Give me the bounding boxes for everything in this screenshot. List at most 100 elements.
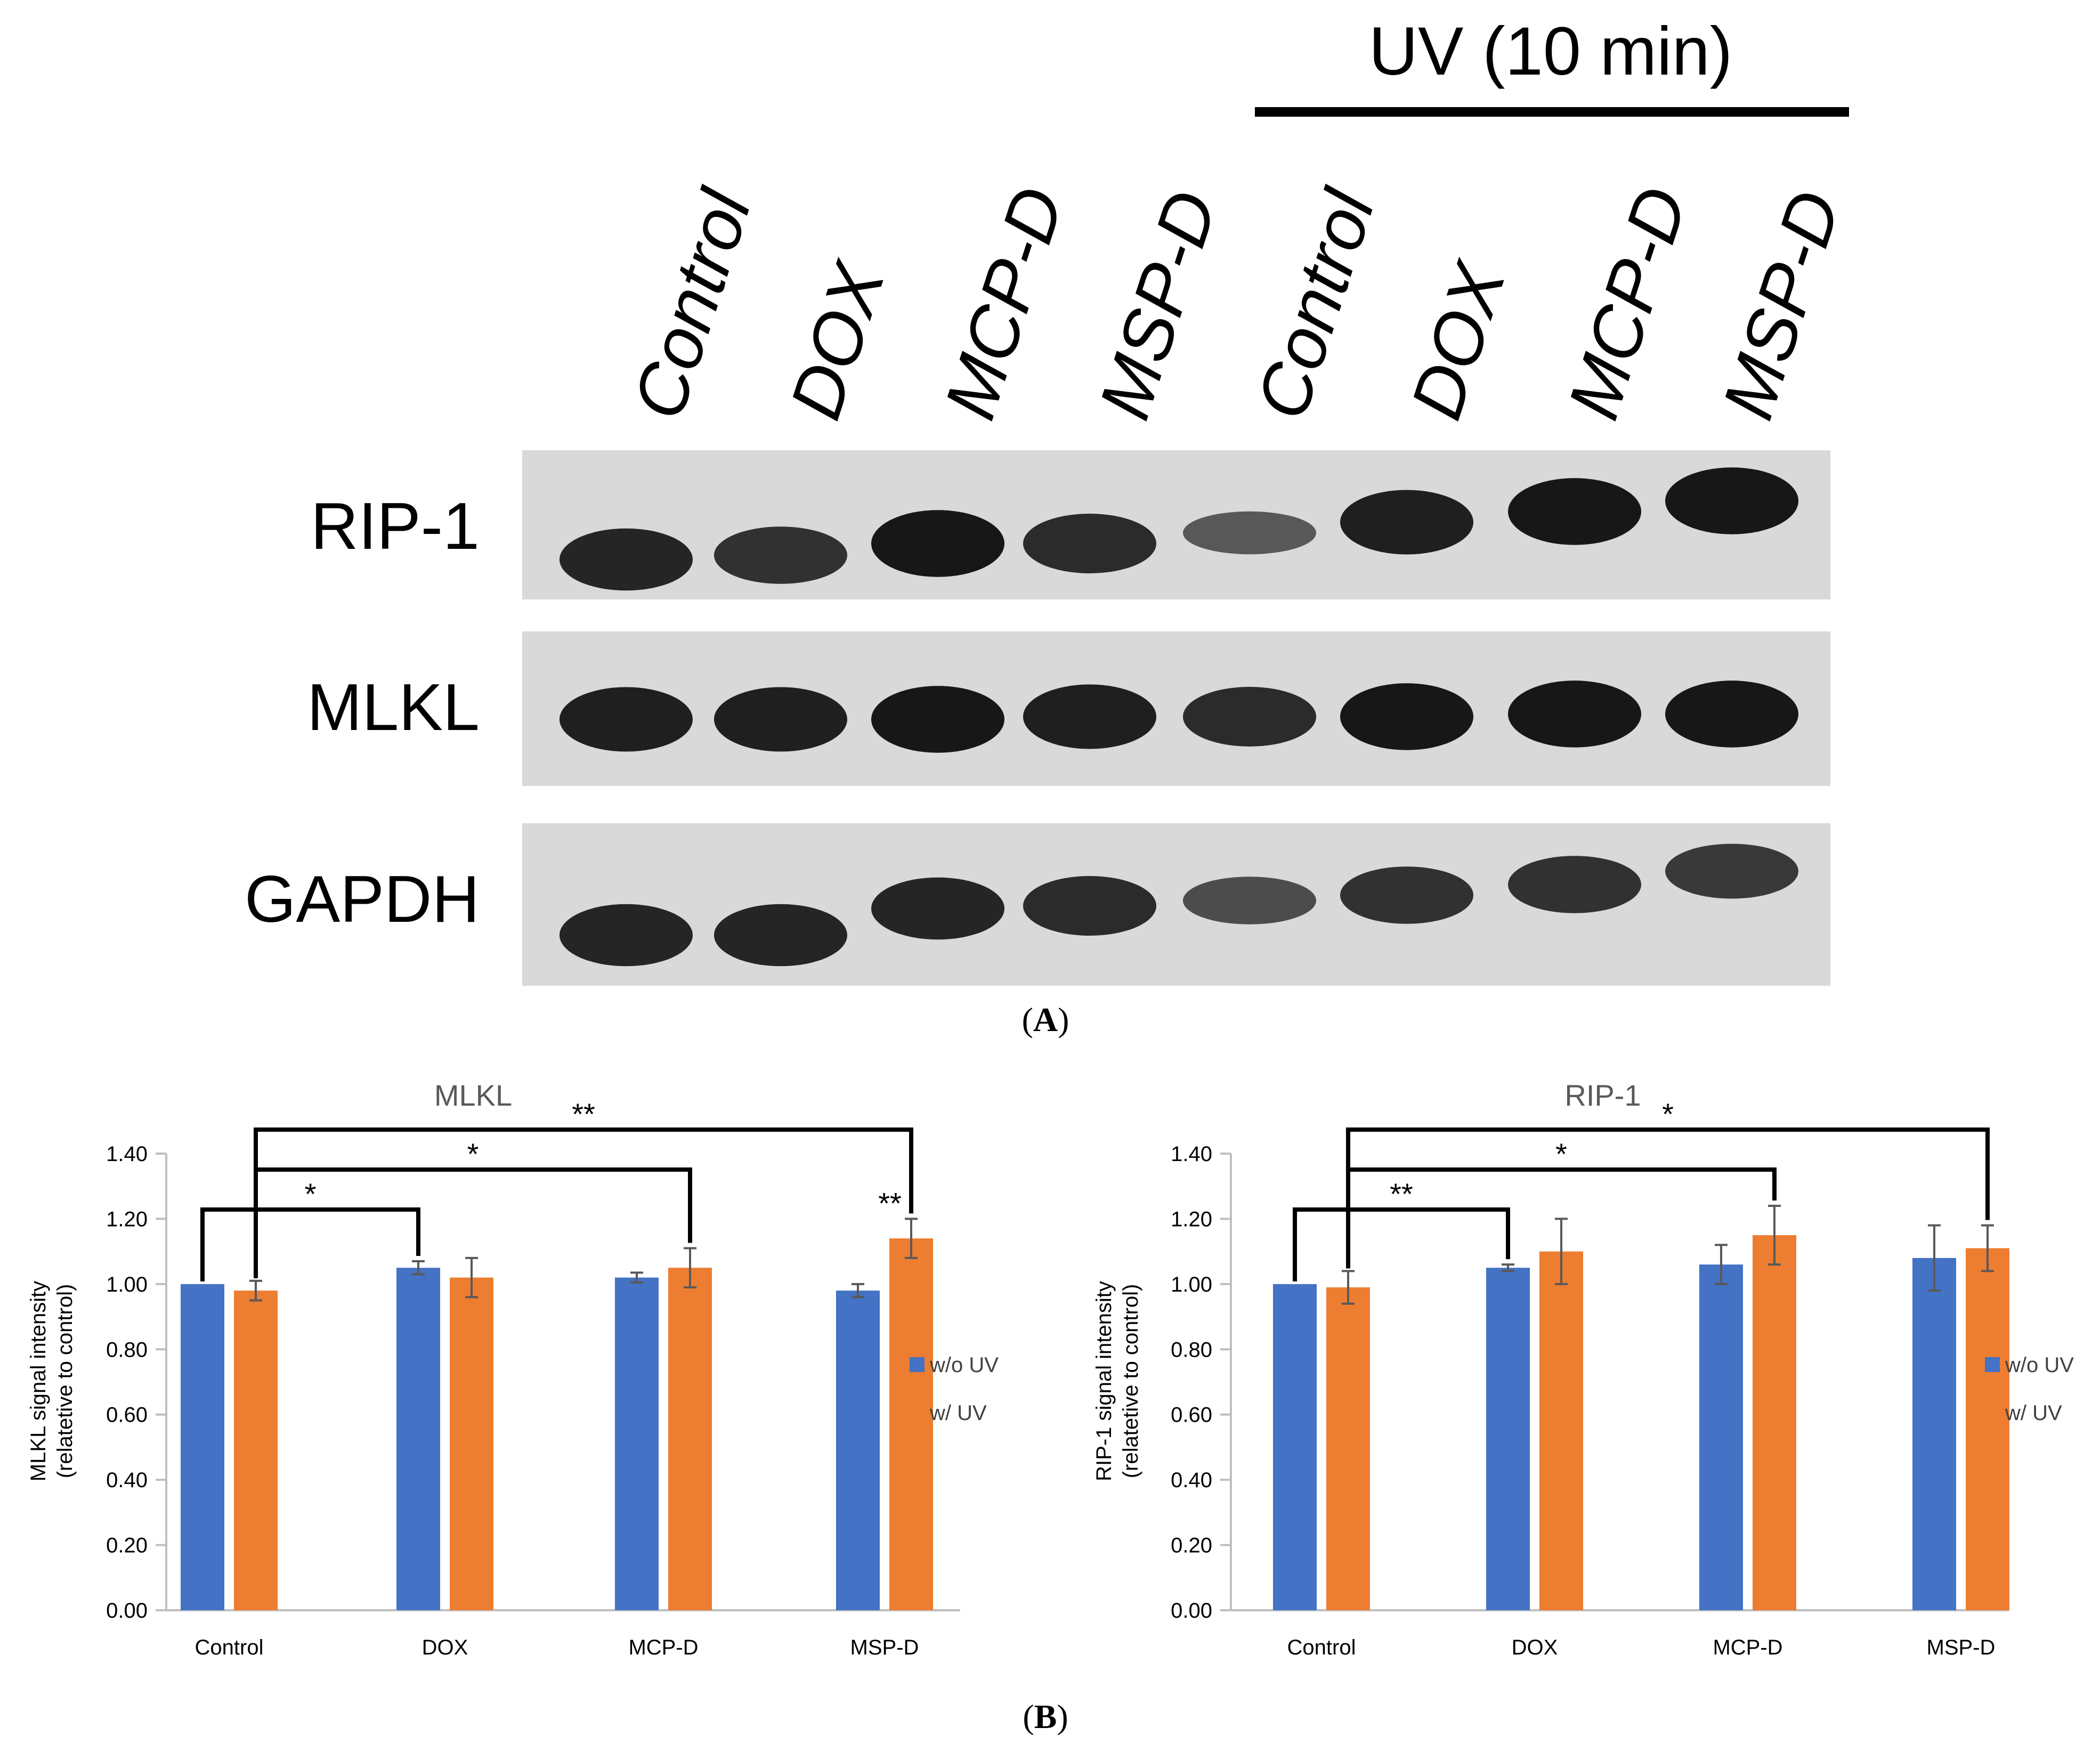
y-tick-label: 0.60 <box>106 1404 148 1427</box>
significance-label: * <box>305 1177 317 1211</box>
blot-band <box>1340 683 1473 750</box>
bar <box>396 1268 440 1610</box>
bar <box>1486 1268 1530 1610</box>
chart-title: RIP-1 <box>1564 1078 1641 1112</box>
blot-band <box>1023 514 1156 573</box>
y-tick-label: 1.00 <box>1171 1273 1212 1296</box>
blot-strip-mlkl: MLKL <box>307 631 1830 786</box>
y-tick-label: 0.60 <box>1171 1404 1212 1427</box>
bar <box>1753 1235 1796 1610</box>
bar <box>1699 1264 1743 1610</box>
bar <box>1912 1258 1956 1610</box>
significance-bracket <box>1293 1207 1510 1281</box>
y-tick-label: 1.00 <box>106 1273 148 1296</box>
y-tick-label: 0.80 <box>106 1338 148 1361</box>
panel-label-a: (A) <box>1022 1001 1069 1039</box>
y-tick-label: 1.40 <box>106 1142 148 1166</box>
chart-rip-1: RIP-1 RIP-1 signal intensity (relatetive t… <box>1092 1078 2074 1659</box>
blot-label: GAPDH <box>245 863 480 936</box>
blot-band <box>1023 876 1156 936</box>
bar <box>450 1277 493 1610</box>
blot-band <box>871 877 1004 940</box>
significance-bracket <box>200 1207 420 1281</box>
blot-band <box>871 686 1004 753</box>
uv-treatment-label: UV (10 min) <box>1369 13 1733 90</box>
legend-label: w/o UV <box>2005 1353 2074 1377</box>
blot-band <box>714 526 847 584</box>
blot-band <box>1508 856 1641 913</box>
y-tick-label: 0.00 <box>1171 1599 1212 1623</box>
x-tick-label: MCP-D <box>628 1636 698 1659</box>
blot-band <box>560 687 693 752</box>
significance-marker: ** <box>878 1186 902 1220</box>
blot-band <box>1023 684 1156 749</box>
chart-mlkl: MLKL MLKL signal intensity (relatetive to … <box>27 1078 999 1659</box>
bar <box>615 1277 659 1610</box>
blot-strip-gapdh: GAPDH <box>245 823 1830 986</box>
legend-swatch <box>1985 1405 2000 1420</box>
blot-band <box>560 528 693 591</box>
bar <box>668 1268 712 1610</box>
significance-label: ** <box>572 1097 595 1131</box>
lane-label: MSP-D <box>1083 181 1233 428</box>
significance-label: * <box>1662 1097 1674 1131</box>
blot-band <box>560 904 693 967</box>
y-tick-label: 0.20 <box>1171 1534 1212 1558</box>
blot-band <box>714 687 847 752</box>
y-axis-label-line: RIP-1 signal intensity <box>1092 1281 1116 1481</box>
blot-label: RIP-1 <box>311 490 480 563</box>
chart-title: MLKL <box>434 1078 512 1112</box>
lane-label: MCP-D <box>1552 177 1702 428</box>
y-tick-label: 0.40 <box>1171 1469 1212 1492</box>
y-tick-label: 0.00 <box>106 1599 148 1623</box>
x-tick-label: MSP-D <box>850 1636 919 1659</box>
bar <box>889 1238 933 1610</box>
blot-band <box>1665 680 1798 748</box>
y-tick-label: 0.40 <box>106 1469 148 1492</box>
legend-label: w/ UV <box>929 1401 987 1425</box>
blot-band <box>1183 877 1316 924</box>
significance-label: * <box>467 1137 479 1171</box>
significance-bracket <box>254 1127 913 1278</box>
legend-label: w/ UV <box>2005 1401 2062 1425</box>
y-axis-label-line: MLKL signal intensity <box>27 1281 50 1481</box>
blot-band <box>1665 843 1798 899</box>
bar <box>181 1284 224 1610</box>
blot-membrane <box>522 823 1830 986</box>
y-axis-label: MLKL signal intensity (relatetive to cont… <box>27 1281 77 1481</box>
y-tick-label: 1.20 <box>1171 1207 1212 1231</box>
legend-swatch <box>910 1357 925 1372</box>
y-tick-label: 0.80 <box>1171 1338 1212 1361</box>
x-tick-label: MSP-D <box>1927 1636 1996 1659</box>
y-axis-label-line: (relatetive to control) <box>1119 1284 1142 1479</box>
blot-strip-rip-1: RIP-1 <box>311 450 1830 599</box>
lane-label: MCP-D <box>929 177 1079 428</box>
x-tick-label: Control <box>195 1636 264 1659</box>
bar <box>1966 1248 2009 1610</box>
y-axis-label-line: (relatetive to control) <box>53 1284 77 1479</box>
blot-band <box>714 904 847 967</box>
blot-band <box>1508 478 1641 545</box>
panel-letter-a: A <box>1033 1001 1058 1039</box>
significance-bracket <box>1346 1127 1990 1269</box>
bar <box>234 1291 278 1610</box>
y-tick-label: 1.20 <box>106 1207 148 1231</box>
lane-label: DOX <box>1395 252 1521 428</box>
y-tick-label: 1.40 <box>1171 1142 1212 1166</box>
significance-bracket <box>254 1167 692 1278</box>
blot-band <box>1665 467 1798 534</box>
blot-band <box>1340 490 1473 555</box>
bar <box>1539 1251 1583 1610</box>
lane-label: MSP-D <box>1707 181 1856 428</box>
lane-label: DOX <box>774 252 901 428</box>
bar <box>1326 1287 1370 1610</box>
panel-a-western-blot: UV (10 min)Control DOX MCP-D MSP-D Control DO… <box>245 13 1856 1039</box>
y-axis-label: RIP-1 signal intensity (relatetive to con… <box>1092 1281 1142 1481</box>
blot-band <box>1183 511 1316 555</box>
lane-label: Control <box>617 179 767 428</box>
x-tick-label: Control <box>1287 1636 1356 1659</box>
legend-swatch <box>1985 1357 2000 1372</box>
legend-swatch <box>910 1405 925 1420</box>
significance-label: * <box>1555 1137 1567 1171</box>
